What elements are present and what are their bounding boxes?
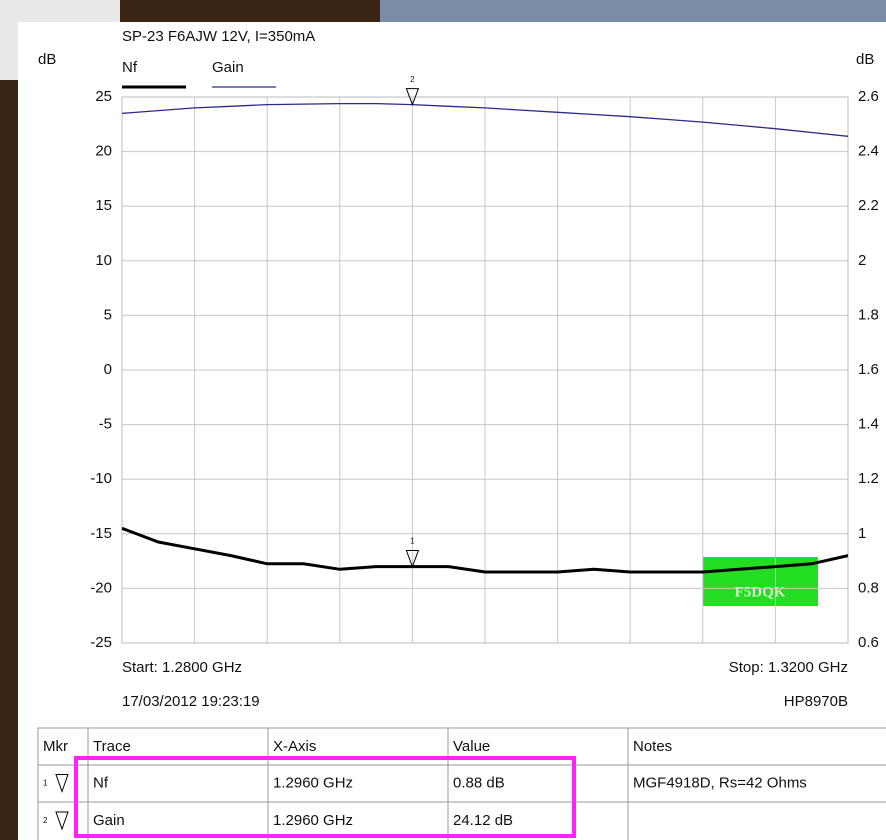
y2-tick-label: 0.6 bbox=[858, 634, 879, 651]
y2-tick-label: 0.8 bbox=[858, 579, 879, 596]
timestamp: 17/03/2012 19:23:19 bbox=[122, 693, 260, 710]
y2-tick-label: 2.6 bbox=[858, 88, 879, 105]
table-marker-icon bbox=[55, 811, 69, 831]
table-marker: 1 bbox=[43, 779, 48, 788]
y-tick-label: -20 bbox=[90, 579, 112, 596]
table-header: Notes bbox=[633, 738, 672, 755]
y2-tick-label: 1.8 bbox=[858, 306, 879, 323]
table-border bbox=[37, 727, 886, 840]
legend-label: Nf bbox=[122, 59, 138, 76]
y2-tick-label: 2 bbox=[858, 252, 866, 269]
table-marker: 2 bbox=[43, 816, 48, 825]
series-line bbox=[121, 526, 849, 574]
y2-tick-label: 1.2 bbox=[858, 470, 879, 487]
y2-tick-label: 1.6 bbox=[858, 361, 879, 378]
y2-tick-label: 1.4 bbox=[858, 416, 879, 433]
y-tick-label: -25 bbox=[90, 634, 112, 651]
table-header: Mkr bbox=[43, 738, 68, 755]
stop-label: Stop: 1.3200 GHz bbox=[729, 659, 848, 676]
marker-label: 1 bbox=[410, 537, 415, 546]
table-cell: 1.2960 GHz bbox=[273, 774, 353, 791]
plot-frame bbox=[121, 96, 849, 644]
y-tick-label: 5 bbox=[104, 306, 112, 323]
table-cell: Gain bbox=[93, 812, 125, 829]
table-marker-icon bbox=[55, 774, 69, 794]
y-tick-label: -5 bbox=[99, 416, 112, 433]
table-cell: Nf bbox=[93, 774, 109, 791]
y2-axis-label: dB bbox=[856, 51, 874, 68]
table-cell: MGF4918D, Rs=42 Ohms bbox=[633, 774, 807, 791]
y-tick-label: 0 bbox=[104, 361, 112, 378]
y-tick-label: 20 bbox=[95, 143, 112, 160]
y2-tick-label: 1 bbox=[858, 525, 866, 542]
marker-triangle bbox=[405, 550, 420, 568]
y-tick-label: 10 bbox=[95, 252, 112, 269]
table-cell: 24.12 dB bbox=[453, 812, 513, 829]
table-cell: 1.2960 GHz bbox=[273, 812, 353, 829]
y-axis-label: dB bbox=[38, 51, 56, 68]
table-cell: 0.88 dB bbox=[453, 774, 505, 791]
photo-strip bbox=[380, 0, 886, 24]
highlight-box bbox=[74, 756, 576, 838]
marker-label: 2 bbox=[410, 75, 415, 84]
legend-label: Gain bbox=[212, 59, 244, 76]
y-tick-label: -15 bbox=[90, 525, 112, 542]
marker-triangle bbox=[405, 88, 420, 107]
y-tick-label: 25 bbox=[95, 88, 112, 105]
y-tick-label: -10 bbox=[90, 470, 112, 487]
table-header: Trace bbox=[93, 738, 131, 755]
chart-title: SP-23 F6AJW 12V, I=350mA bbox=[122, 28, 315, 45]
y-tick-label: 15 bbox=[95, 197, 112, 214]
table-header: Value bbox=[453, 738, 490, 755]
badge-text: F5DQK bbox=[735, 584, 786, 600]
y2-tick-label: 2.4 bbox=[858, 143, 879, 160]
y2-tick-label: 2.2 bbox=[858, 197, 879, 214]
start-label: Start: 1.2800 GHz bbox=[122, 659, 242, 676]
instrument: HP8970B bbox=[784, 693, 848, 710]
plot-panel bbox=[18, 22, 886, 840]
series-line bbox=[121, 102, 849, 137]
marker-table: Mkr Trace X-Axis Value Notes 1 Nf 1.2960 GHz 0.8… bbox=[37, 727, 886, 840]
table-header: X-Axis bbox=[273, 738, 316, 755]
